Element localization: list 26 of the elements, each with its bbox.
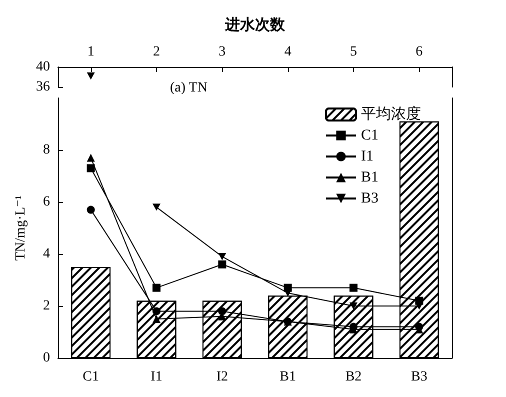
x-tick-label: B1 bbox=[280, 370, 296, 384]
y-axis-title: TN/mg·L⁻¹ bbox=[14, 195, 28, 261]
y-tick-label: 2 bbox=[43, 298, 50, 314]
x-tick-label: 5 bbox=[350, 44, 357, 60]
x-tick-label: B2 bbox=[345, 370, 362, 384]
x-tick-label: C1 bbox=[82, 370, 100, 384]
y-tick-label: 0 bbox=[43, 350, 50, 366]
x-tick-label: B3 bbox=[410, 370, 428, 384]
x-tick-label: I2 bbox=[216, 370, 228, 384]
x-tick-label: 6 bbox=[416, 44, 423, 60]
x-axis-title: 进水次数 bbox=[224, 16, 286, 34]
y-tick-label: 4 bbox=[43, 246, 50, 262]
legend-label: C1 bbox=[361, 128, 379, 144]
x-tick-label: 3 bbox=[218, 44, 226, 60]
x-tick-label: 1 bbox=[87, 44, 94, 60]
legend-label: 平均浓度 bbox=[361, 106, 421, 122]
legend-label: B1 bbox=[361, 170, 379, 186]
x-tick-label: 4 bbox=[284, 44, 292, 60]
y-tick-label: 6 bbox=[43, 194, 50, 210]
legend-label: B3 bbox=[361, 190, 379, 206]
y-tick-label: 36 bbox=[36, 80, 50, 94]
x-tick-label: I1 bbox=[150, 370, 162, 384]
x-tick-label: 2 bbox=[153, 44, 160, 60]
y-tick-label: 40 bbox=[36, 60, 50, 74]
legend-label: I1 bbox=[361, 148, 374, 164]
y-tick-label: 8 bbox=[43, 142, 50, 158]
